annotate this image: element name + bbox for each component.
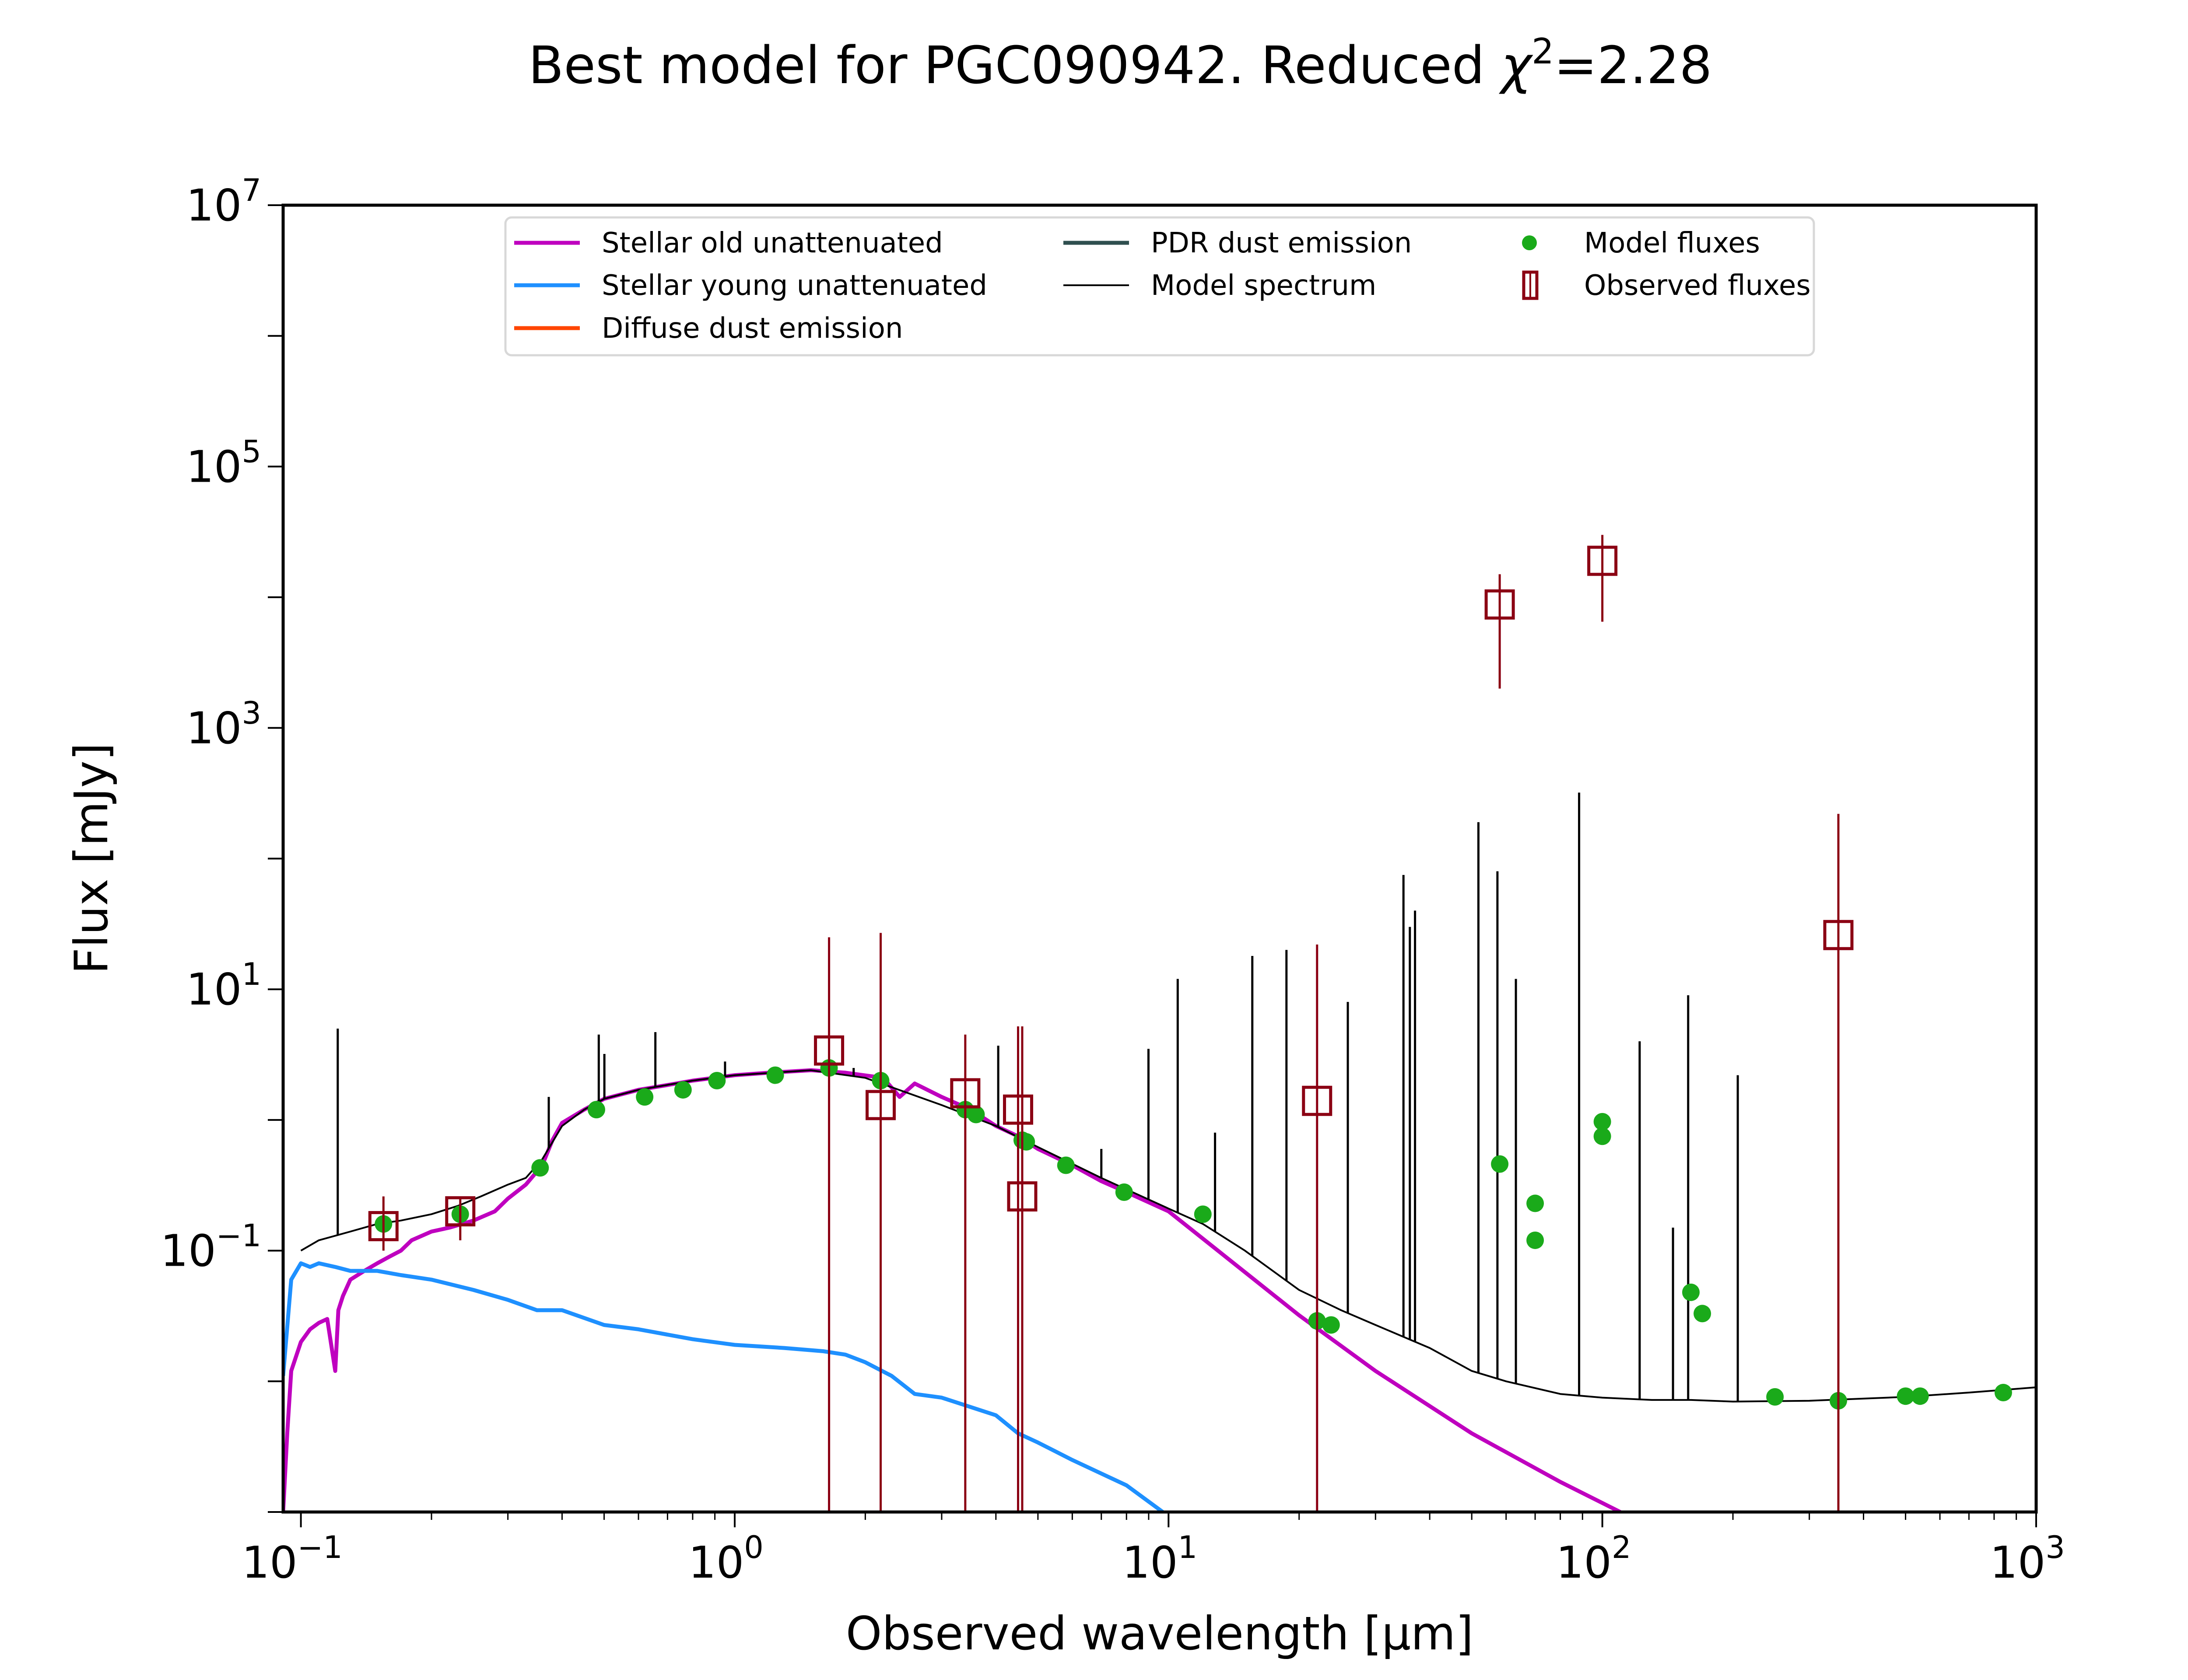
model-flux-point <box>1694 1305 1711 1323</box>
y-tick-label: 107 <box>186 172 261 231</box>
y-tick-label: 10−1 <box>161 1218 261 1277</box>
model-flux-point <box>1194 1205 1212 1223</box>
x-tick-label: 100 <box>688 1530 764 1588</box>
x-tick-label: 10−1 <box>242 1530 342 1588</box>
y-tick-label: 103 <box>186 695 261 754</box>
model-flux-point <box>1682 1283 1700 1301</box>
legend-label: Model fluxes <box>1584 227 1760 259</box>
legend-entry: Model spectrum <box>1063 270 1376 302</box>
points-layer <box>368 535 2012 1512</box>
x-tick-label: 103 <box>1990 1530 2065 1588</box>
model-flux-point <box>587 1101 605 1119</box>
model-flux-point <box>674 1081 692 1099</box>
model-flux-point <box>636 1088 654 1106</box>
model-flux-point <box>531 1159 549 1177</box>
chart-title: Best model for PGC090942. Reduced χ2=2.2… <box>528 31 1712 95</box>
observed-flux-point <box>368 1211 399 1242</box>
observed-flux-point <box>814 1035 845 1066</box>
model-flux-point <box>766 1066 784 1084</box>
legend-label: PDR dust emission <box>1151 227 1412 259</box>
legend-entry: Model fluxes <box>1522 227 1760 259</box>
legend-swatch <box>1522 235 1537 250</box>
legend-label: Stellar old unattenuated <box>602 227 943 259</box>
model-flux-point <box>1017 1133 1035 1151</box>
model-flux-point <box>708 1071 726 1089</box>
model-flux-point <box>1526 1231 1544 1249</box>
series-line-model-spectrum <box>300 1069 2036 1403</box>
model-flux-point <box>1911 1387 1929 1405</box>
model-flux-point <box>1057 1156 1075 1174</box>
model-flux-point <box>1994 1384 2012 1402</box>
plot-area <box>283 792 2036 1512</box>
model-flux-point <box>1593 1113 1611 1130</box>
observed-flux-point <box>1484 589 1515 620</box>
observed-flux-point <box>1003 1094 1034 1125</box>
x-axis: 10−1 100 101 102 103 <box>242 1512 2065 1588</box>
legend-entry: Observed fluxes <box>1522 270 1811 302</box>
x-axis-label: Observed wavelength [μm] <box>846 1607 1474 1660</box>
y-tick-label: 105 <box>186 434 261 492</box>
legend-entry: Stellar old unattenuated <box>514 227 943 259</box>
observed-flux-point <box>866 1090 896 1120</box>
model-flux-point <box>1526 1194 1544 1212</box>
model-flux-point <box>1115 1183 1133 1201</box>
legend-entry: Diffuse dust emission <box>514 312 903 345</box>
observed-flux-point <box>445 1196 476 1227</box>
model-flux-point <box>1593 1127 1611 1145</box>
x-tick-label: 102 <box>1556 1530 1631 1588</box>
y-tick-label: 101 <box>186 956 261 1015</box>
model-flux-point <box>967 1106 985 1124</box>
observed-flux-point <box>1823 920 1854 950</box>
legend-label: Diffuse dust emission <box>602 312 903 345</box>
y-axis-label: Flux [mJy] <box>65 743 118 974</box>
model-flux-point <box>1766 1388 1784 1406</box>
model-flux-point <box>1322 1316 1340 1334</box>
legend-label: Stellar young unattenuated <box>602 270 987 302</box>
observed-flux-point <box>1007 1181 1038 1212</box>
model-flux-point <box>1897 1387 1914 1405</box>
model-flux-point <box>1491 1155 1509 1173</box>
observed-flux-point <box>950 1078 981 1109</box>
legend-box <box>504 216 1815 357</box>
legend-entry: PDR dust emission <box>1063 227 1412 259</box>
series-line-stellar-young-unattenuated <box>283 1261 1164 1512</box>
observed-flux-point <box>1302 1085 1332 1116</box>
legend-label: Observed fluxes <box>1584 270 1811 302</box>
observed-flux-point <box>1587 546 1618 576</box>
x-tick-label: 101 <box>1122 1530 1197 1588</box>
legend-entry: Stellar young unattenuated <box>514 270 987 302</box>
plot-frame <box>281 203 2038 1514</box>
legend-label: Model spectrum <box>1151 270 1376 302</box>
y-axis: 10−1 101 103 105 107 <box>161 172 283 1513</box>
legend: Stellar old unattenuated Stellar young un… <box>504 216 1815 357</box>
